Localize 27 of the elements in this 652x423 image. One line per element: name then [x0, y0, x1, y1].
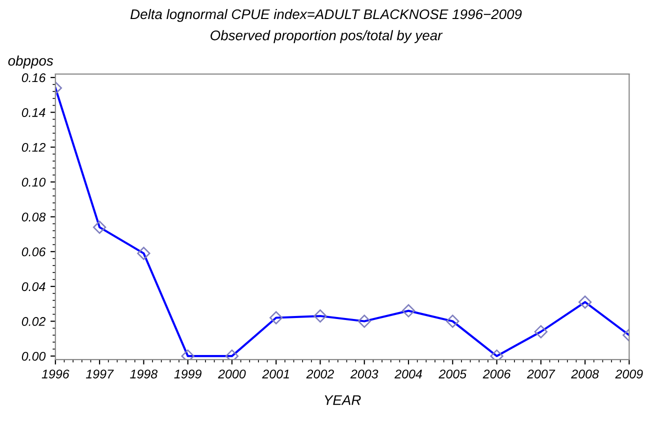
x-tick-label: 2006	[482, 370, 511, 378]
y-axis-title: obppos	[8, 56, 54, 68]
x-tick-label: 1999	[174, 370, 202, 378]
y-tick-label: 0.10	[22, 178, 46, 187]
x-tick-label: 2008	[571, 370, 599, 378]
x-tick-label: 1996	[42, 370, 70, 378]
x-tick-label: 2002	[306, 370, 334, 378]
x-tick-label: 2000	[218, 370, 246, 378]
x-tick-label: 2005	[438, 370, 467, 378]
y-tick-label: 0.06	[22, 247, 46, 256]
y-tick-label: 0.00	[22, 352, 46, 361]
x-tick-label: 2001	[262, 370, 289, 378]
chart-subtitle: Observed proportion pos/total by year	[210, 30, 443, 44]
chart-title: Delta lognormal CPUE index=ADULT BLACKNOSE 1996−2009	[130, 8, 522, 22]
x-tick-label: 2009	[615, 370, 643, 378]
y-tick-label: 0.14	[22, 108, 46, 117]
x-tick-label: 2007	[526, 370, 556, 378]
y-tick-label: 0.16	[22, 73, 46, 82]
y-tick-label: 0.12	[22, 142, 46, 152]
y-tick-label: 0.08	[22, 212, 46, 222]
y-tick-label: 0.02	[22, 317, 46, 326]
x-tick-label: 2003	[350, 370, 378, 378]
y-tick-label: 0.04	[22, 282, 46, 292]
x-tick-label: 1998	[130, 370, 158, 378]
x-axis-title: YEAR	[324, 395, 361, 405]
x-tick-label: 2004	[394, 370, 422, 378]
x-tick-label: 1997	[86, 370, 114, 378]
